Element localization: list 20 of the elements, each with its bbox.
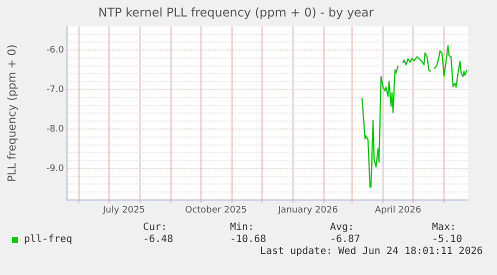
- x-tick-label: October 2025: [185, 206, 247, 216]
- text: Cur:: [143, 222, 168, 233]
- text: Last update: Wed Jun 24 18:01:11 2026: [260, 246, 483, 257]
- text: -5.10: [432, 234, 462, 245]
- text: -6.48: [143, 234, 174, 245]
- y-tick-label: -7.0: [46, 84, 64, 95]
- x-tick-label: July 2025: [102, 206, 145, 216]
- text: Avg:: [330, 222, 354, 233]
- text: Min:: [230, 222, 254, 233]
- text: -6.87: [330, 234, 360, 245]
- chart-title: NTP kernel PLL frequency (ppm + 0) - by year: [98, 5, 374, 20]
- y-tick-label: -6.0: [46, 45, 64, 56]
- y-tick-label: -8.0: [46, 124, 64, 134]
- y-axis-title: PLL frequency (ppm + 0): [5, 44, 18, 182]
- x-tick-label: April 2026: [374, 206, 422, 216]
- text: Max:: [432, 222, 456, 233]
- x-tick-label: January 2026: [277, 206, 338, 216]
- text: -10.68: [230, 234, 266, 245]
- y-tick-label: -9.0: [46, 164, 64, 174]
- legend-label: pll-freq: [24, 234, 72, 245]
